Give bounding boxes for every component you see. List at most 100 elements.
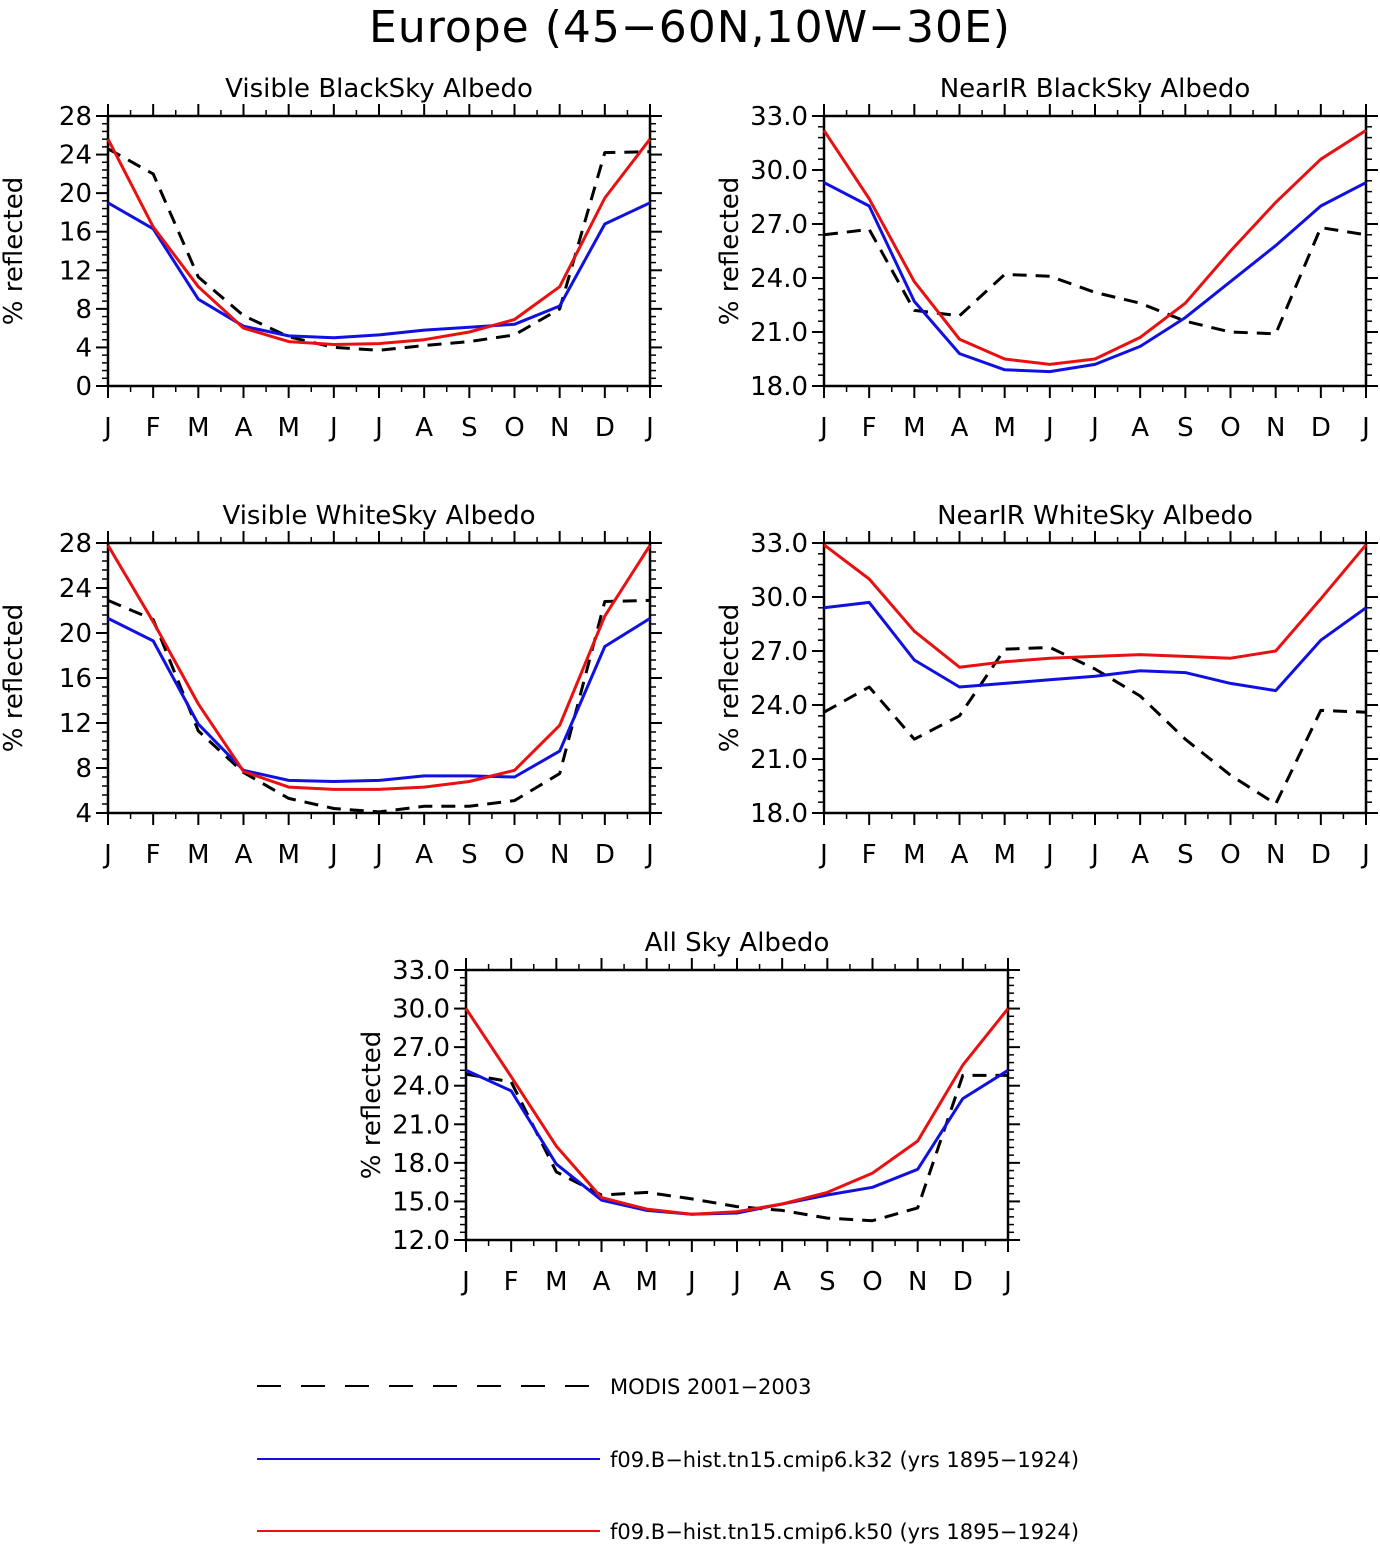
- y-tick-label: 24.0: [750, 691, 808, 721]
- x-tick-label: J: [1089, 840, 1099, 870]
- y-tick-label: 12: [59, 709, 92, 739]
- x-tick-label: F: [862, 413, 877, 443]
- x-tick-label: A: [773, 1267, 791, 1297]
- x-tick-label: J: [373, 413, 383, 443]
- x-tick-label: O: [862, 1267, 882, 1297]
- plot-frame: [464, 968, 1010, 1242]
- x-tick-label: N: [908, 1267, 927, 1297]
- x-tick-label: S: [819, 1267, 836, 1297]
- series-line-modis: [465, 1072, 1008, 1223]
- y-tick-label: 28: [59, 529, 92, 559]
- y-tick-label: 33.0: [392, 956, 450, 986]
- y-tick-label: 4: [75, 333, 92, 363]
- x-tick-label: M: [187, 840, 209, 870]
- x-tick-label: A: [593, 1267, 611, 1297]
- x-tick-label: N: [1266, 840, 1285, 870]
- legend-label-k32: f09.B−hist.tn15.cmip6.k32 (yrs 1895−1924…: [610, 1448, 1079, 1472]
- series-line-k32: [823, 600, 1367, 693]
- x-tick-label: M: [187, 413, 209, 443]
- x-tick-label: J: [1360, 840, 1370, 870]
- x-tick-label: J: [686, 1267, 696, 1297]
- x-tick-label: F: [862, 840, 877, 870]
- x-tick-label: J: [328, 840, 338, 870]
- series-line-modis: [823, 645, 1367, 806]
- x-tick-label: D: [1311, 413, 1331, 443]
- y-tick-label: 33.0: [750, 102, 808, 132]
- x-tick-label: J: [818, 413, 828, 443]
- series-line-k50: [106, 138, 652, 346]
- series-line-k50: [822, 129, 1367, 366]
- plot-frame: [106, 541, 652, 815]
- y-tick-label: 8: [75, 295, 92, 325]
- y-tick-label: 4: [75, 799, 92, 829]
- x-tick-label: S: [1177, 413, 1194, 443]
- y-tick-label: 18.0: [750, 799, 808, 829]
- x-tick-label: J: [1044, 413, 1054, 443]
- y-tick-label: 8: [75, 754, 92, 784]
- series-line-k32: [107, 617, 651, 783]
- legend-label-modis: MODIS 2001−2003: [610, 1375, 812, 1399]
- x-tick-label: M: [903, 840, 925, 870]
- y-tick-label: 33.0: [750, 529, 808, 559]
- series-line-k32: [465, 1068, 1009, 1216]
- chart-title: Visible WhiteSky Albedo: [222, 501, 535, 531]
- y-tick-label: 28: [59, 102, 92, 132]
- y-tick-label: 16: [59, 664, 92, 694]
- x-tick-label: A: [1131, 840, 1149, 870]
- x-tick-label: A: [1131, 413, 1149, 443]
- x-tick-label: J: [102, 413, 112, 443]
- series-line-modis: [823, 226, 1367, 336]
- x-tick-label: J: [818, 840, 828, 870]
- x-tick-label: J: [1002, 1267, 1012, 1297]
- x-tick-label: M: [993, 840, 1015, 870]
- y-tick-label: 21.0: [750, 318, 808, 348]
- x-tick-label: M: [277, 840, 299, 870]
- y-tick-label: 30.0: [750, 156, 808, 186]
- series-line-k32: [107, 201, 651, 340]
- series-line-modis: [107, 598, 651, 814]
- x-tick-label: J: [328, 413, 338, 443]
- figure-title: Europe (45−60N,10W−30E): [369, 2, 1011, 53]
- chart-title: All Sky Albedo: [645, 928, 830, 958]
- x-tick-label: M: [545, 1267, 567, 1297]
- series-line-k50: [823, 543, 1368, 669]
- y-tick-label: 30.0: [392, 995, 450, 1025]
- series-line-k32: [823, 181, 1367, 374]
- y-tick-label: 30.0: [750, 583, 808, 613]
- series-line-k50: [106, 544, 652, 791]
- plot-frame: [822, 541, 1368, 815]
- x-tick-label: M: [635, 1267, 657, 1297]
- y-tick-label: 27.0: [392, 1033, 450, 1063]
- x-tick-label: F: [146, 413, 161, 443]
- chart-title: Visible BlackSky Albedo: [225, 74, 533, 104]
- x-tick-label: M: [277, 413, 299, 443]
- x-tick-label: M: [903, 413, 925, 443]
- y-tick-label: 24: [59, 574, 92, 604]
- x-tick-label: F: [146, 840, 161, 870]
- x-tick-label: S: [461, 413, 478, 443]
- x-tick-label: A: [235, 413, 253, 443]
- x-tick-label: S: [1177, 840, 1194, 870]
- y-tick-label: 15.0: [392, 1187, 450, 1217]
- x-tick-label: D: [595, 840, 615, 870]
- x-tick-label: J: [1360, 413, 1370, 443]
- y-tick-label: 27.0: [750, 637, 808, 667]
- x-tick-label: O: [504, 840, 524, 870]
- y-tick-label: 18.0: [392, 1149, 450, 1179]
- y-tick-label: 24.0: [750, 264, 808, 294]
- y-axis-label: % reflected: [0, 177, 29, 325]
- x-tick-label: J: [644, 413, 654, 443]
- y-tick-label: 24: [59, 141, 92, 171]
- x-tick-label: N: [1266, 413, 1285, 443]
- x-tick-label: O: [1220, 413, 1240, 443]
- y-tick-label: 0: [75, 372, 92, 402]
- x-tick-label: O: [1220, 840, 1240, 870]
- chart-title: NearIR WhiteSky Albedo: [937, 501, 1253, 531]
- y-tick-label: 27.0: [750, 210, 808, 240]
- plot-frame: [106, 114, 652, 388]
